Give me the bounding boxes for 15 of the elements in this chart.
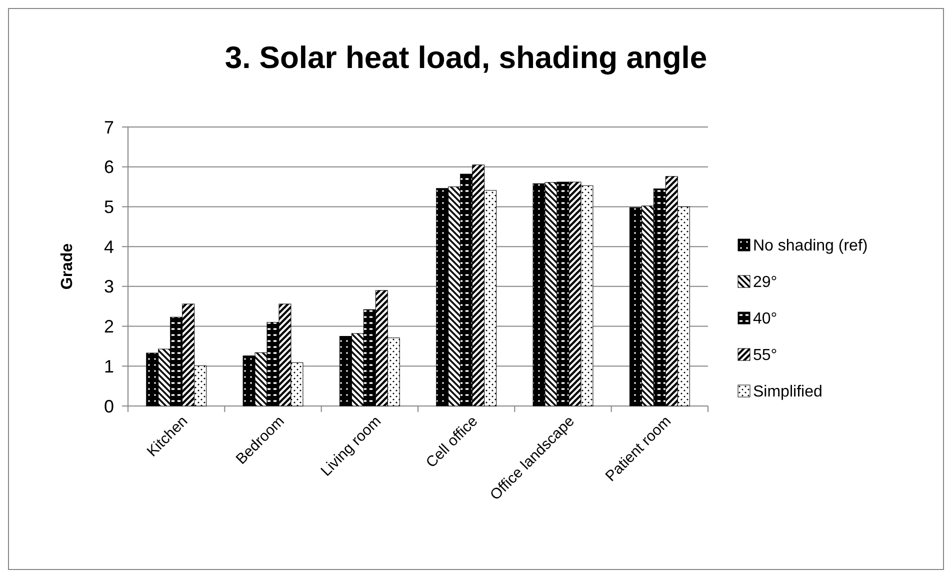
legend-label: 29° [753,274,778,292]
y-tick-label: 1 [104,356,114,376]
y-tick-label: 4 [104,236,114,257]
chart-title: 3. Solar heat load, shading angle [224,40,708,75]
legend-label: No shading (ref) [753,238,868,255]
y-tick-label: 2 [104,316,114,337]
y-tick-label: 7 [104,117,114,138]
y-tick-label: 0 [104,396,114,416]
legend-label: Simplified [753,384,822,401]
y-tick-label: 3 [104,276,114,297]
legend-label: 40° [753,310,778,328]
y-axis-title: Grade [59,243,76,290]
y-tick-label: 5 [104,197,114,218]
y-tick-label: 6 [104,157,114,178]
legend-label: 55° [753,347,778,364]
